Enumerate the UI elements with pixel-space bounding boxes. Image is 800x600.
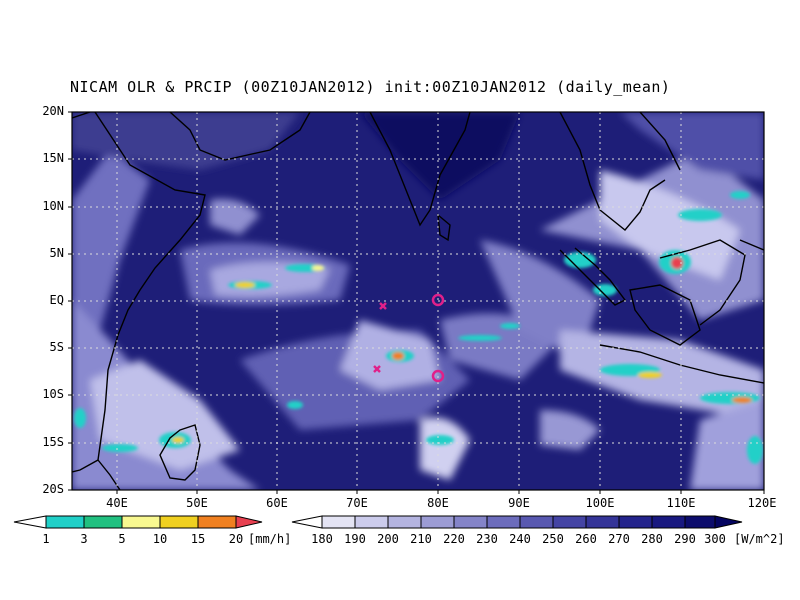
olr-tick-240: 240 bbox=[509, 532, 531, 546]
lon-label-70e: 70E bbox=[346, 496, 368, 510]
olr-tick-260: 260 bbox=[575, 532, 597, 546]
map-area bbox=[72, 112, 764, 490]
site-markers bbox=[373, 293, 445, 383]
lon-label-50e: 50E bbox=[186, 496, 208, 510]
precip-bin-1 bbox=[45, 515, 85, 529]
olr-shading bbox=[72, 112, 764, 490]
precip-patches bbox=[74, 191, 763, 464]
olr-tick-250: 250 bbox=[542, 532, 564, 546]
olr-tick-190: 190 bbox=[344, 532, 366, 546]
precip-tick-1: 1 bbox=[42, 532, 50, 546]
olr-tick-230: 230 bbox=[476, 532, 498, 546]
lat-label-15s: 15S bbox=[42, 435, 64, 449]
precip-tick-15: 15 bbox=[190, 532, 206, 546]
lat-label-5s: 5S bbox=[49, 340, 64, 354]
lat-label-eq: EQ bbox=[49, 293, 64, 307]
grid-lines bbox=[72, 112, 764, 490]
precip-tick-20: 20 bbox=[228, 532, 244, 546]
precip-tick-3: 3 bbox=[80, 532, 88, 546]
marker-x-2 bbox=[373, 365, 381, 373]
precip-bin-5 bbox=[197, 515, 237, 529]
lon-label-90e: 90E bbox=[508, 496, 530, 510]
lon-label-100e: 100E bbox=[585, 496, 615, 510]
olr-tick-300: 300 bbox=[704, 532, 726, 546]
precip-bin-3 bbox=[121, 515, 161, 529]
lat-label-5n: 5N bbox=[49, 246, 64, 260]
lon-label-120e: 120E bbox=[747, 496, 777, 510]
lon-label-40e: 40E bbox=[106, 496, 128, 510]
olr-tick-270: 270 bbox=[608, 532, 630, 546]
precip-tick-5: 5 bbox=[118, 532, 126, 546]
lon-label-60e: 60E bbox=[266, 496, 288, 510]
lon-label-110e: 110E bbox=[666, 496, 696, 510]
precip-bin-under bbox=[13, 515, 47, 529]
precip-bin-4 bbox=[159, 515, 199, 529]
olr-tick-280: 280 bbox=[641, 532, 663, 546]
olr-tick-220: 220 bbox=[443, 532, 465, 546]
lon-label-80e: 80E bbox=[427, 496, 449, 510]
axis-ticks bbox=[68, 111, 765, 494]
lat-label-10n: 10N bbox=[42, 199, 64, 213]
precip-colorbar bbox=[13, 515, 263, 529]
olr-tick-210: 210 bbox=[410, 532, 432, 546]
olr-unit: [W/m^2] bbox=[734, 532, 785, 546]
precip-bin-2 bbox=[83, 515, 123, 529]
olr-tick-200: 200 bbox=[377, 532, 399, 546]
marker-o-2 bbox=[431, 369, 445, 383]
lat-label-10s: 10S bbox=[42, 387, 64, 401]
lat-label-15n: 15N bbox=[42, 151, 64, 165]
olr-tick-180: 180 bbox=[311, 532, 333, 546]
coastlines bbox=[72, 112, 764, 490]
olr-colorbar bbox=[291, 515, 743, 529]
precip-tick-10: 10 bbox=[152, 532, 168, 546]
precip-unit: [mm/h] bbox=[248, 532, 292, 546]
lat-label-20s: 20S bbox=[42, 482, 64, 496]
marker-o-1 bbox=[431, 293, 445, 307]
lat-label-20n: 20N bbox=[42, 104, 64, 118]
precip-bin-over bbox=[235, 515, 263, 529]
olr-tick-290: 290 bbox=[674, 532, 696, 546]
chart-title: NICAM OLR & PRCIP (00Z10JAN2012) init:00… bbox=[70, 78, 671, 96]
marker-x-1 bbox=[379, 302, 387, 310]
